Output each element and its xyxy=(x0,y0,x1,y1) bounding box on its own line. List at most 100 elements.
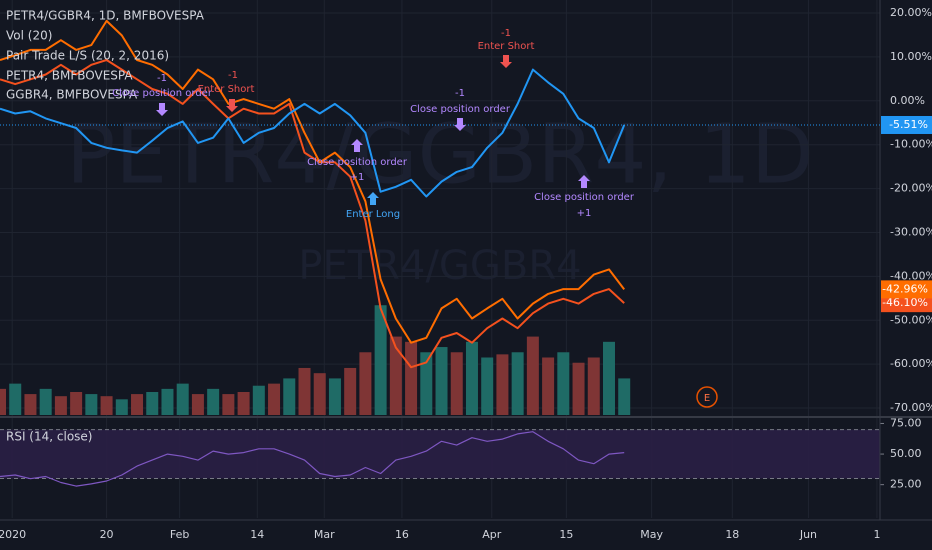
x-tick-label: 20 xyxy=(100,528,114,541)
earnings-letter: E xyxy=(704,393,710,404)
arrow-icon xyxy=(578,175,590,188)
legend: PETR4/GGBR4, 1D, BMFBOVESPA Vol (20) Pai… xyxy=(6,9,205,444)
legend-petr4: PETR4, BMFBOVESPA xyxy=(6,69,133,83)
x-tick-label: 18 xyxy=(725,528,739,541)
watermark-sub: PETR4/GGBR4 xyxy=(298,243,581,289)
annotation: +1 xyxy=(350,172,365,183)
arrow-icon xyxy=(500,55,512,68)
volume-bar xyxy=(435,347,448,415)
x-tick-label: Mar xyxy=(314,528,335,541)
volume-bar xyxy=(405,341,418,415)
volume-bar xyxy=(618,378,631,415)
volume-bar xyxy=(602,341,615,415)
volume-bar xyxy=(85,394,98,415)
earnings-icon[interactable] xyxy=(696,386,718,408)
volume-bar xyxy=(572,362,585,415)
volume-bar xyxy=(481,357,494,415)
arrow-icon xyxy=(156,103,168,116)
volume-bar xyxy=(374,305,387,415)
y-tick-label: -10.00% xyxy=(890,138,932,151)
y-tick-label: -60.00% xyxy=(890,357,932,370)
series-line xyxy=(0,59,625,369)
x-tick-label: Feb xyxy=(170,528,189,541)
x-tick-label: Jun xyxy=(799,528,817,541)
y-tick-label: -40.00% xyxy=(890,269,932,282)
volume-bar xyxy=(39,388,52,415)
volume-bar xyxy=(450,352,463,415)
volume-bar xyxy=(100,396,113,415)
x-tick-label: 15 xyxy=(559,528,573,541)
annotation: -1 xyxy=(455,88,465,99)
x-tick-label: May xyxy=(640,528,663,541)
volume-bar xyxy=(268,383,281,415)
watermark: PETR4/GGBR4, 1D xyxy=(66,107,814,202)
last-price-label: -46.10% xyxy=(882,296,928,309)
volume-bar xyxy=(146,392,159,415)
volume-bar xyxy=(389,336,402,415)
volume-bar xyxy=(557,352,570,415)
y-tick-label: -30.00% xyxy=(890,225,932,238)
arrow-icon xyxy=(351,139,363,152)
annotation: Close position order xyxy=(410,104,511,115)
volume-bar xyxy=(207,388,220,415)
watermark-group: PETR4/GGBR4, 1D PETR4/GGBR4 xyxy=(66,107,814,289)
y-tick-label: -50.00% xyxy=(890,313,932,326)
annotation: Enter Long xyxy=(346,209,400,220)
annotation: Close position order xyxy=(534,192,635,203)
annotation: -1 xyxy=(228,70,238,81)
volume-bar xyxy=(328,378,341,415)
x-tick-label: 2020 xyxy=(0,528,26,541)
annotation: +1 xyxy=(577,208,592,219)
annotation: Close position order xyxy=(307,157,408,168)
volume-bar xyxy=(161,388,174,415)
y-tick-label: -70.00% xyxy=(890,401,932,414)
arrow-icon xyxy=(226,99,238,112)
annotation: -1 xyxy=(157,73,167,84)
volume-bar xyxy=(283,378,296,415)
volume-bar xyxy=(542,357,555,415)
volume-bar xyxy=(359,352,372,415)
series-line xyxy=(0,431,625,487)
arrow-icon xyxy=(367,192,379,205)
volume-bar xyxy=(24,394,37,415)
x-tick-label: 1 xyxy=(873,528,880,541)
legend-pair: Pair Trade L/S (20, 2, 2016) xyxy=(6,49,169,63)
last-price-box xyxy=(881,294,932,313)
volume-bar xyxy=(9,383,22,415)
arrow-icon xyxy=(454,118,466,131)
volume-bar xyxy=(222,394,235,415)
last-price-box xyxy=(881,280,932,299)
last-price-label: -5.51% xyxy=(889,118,928,131)
series-line xyxy=(0,68,626,198)
volume-bar xyxy=(496,354,509,415)
volume-bar xyxy=(176,383,189,415)
annotations: -1 Close position order -1 Enter Short C… xyxy=(112,28,718,408)
x-tick-label: 14 xyxy=(250,528,264,541)
volume-bar xyxy=(191,394,204,415)
x-tick-label: 16 xyxy=(395,528,409,541)
series-line xyxy=(0,19,625,344)
legend-title: PETR4/GGBR4, 1D, BMFBOVESPA xyxy=(6,9,205,23)
annotation: Close position order xyxy=(112,88,213,99)
y-tick-label: 0.00% xyxy=(890,94,925,107)
volume-bar xyxy=(131,394,144,415)
volume-bar xyxy=(511,352,524,415)
annotation: Enter Short xyxy=(478,41,535,52)
volume-bar xyxy=(313,373,326,415)
rsi-tick-label: 25.00 xyxy=(890,478,922,491)
annotation: -1 xyxy=(501,28,511,39)
y-tick-label: 10.00% xyxy=(890,50,932,63)
volume-bar xyxy=(465,341,478,415)
y-tick-label: 20.00% xyxy=(890,6,932,19)
legend-ggbr4: GGBR4, BMFBOVESPA xyxy=(6,88,138,102)
x-tick-label: Apr xyxy=(482,528,502,541)
volume-bar xyxy=(587,357,600,415)
volume-bar xyxy=(237,392,250,415)
legend-vol: Vol (20) xyxy=(6,29,52,43)
volume-bar xyxy=(252,385,265,415)
volume-bar xyxy=(0,388,6,415)
volume-bar xyxy=(70,392,83,415)
rsi-band xyxy=(0,429,880,479)
